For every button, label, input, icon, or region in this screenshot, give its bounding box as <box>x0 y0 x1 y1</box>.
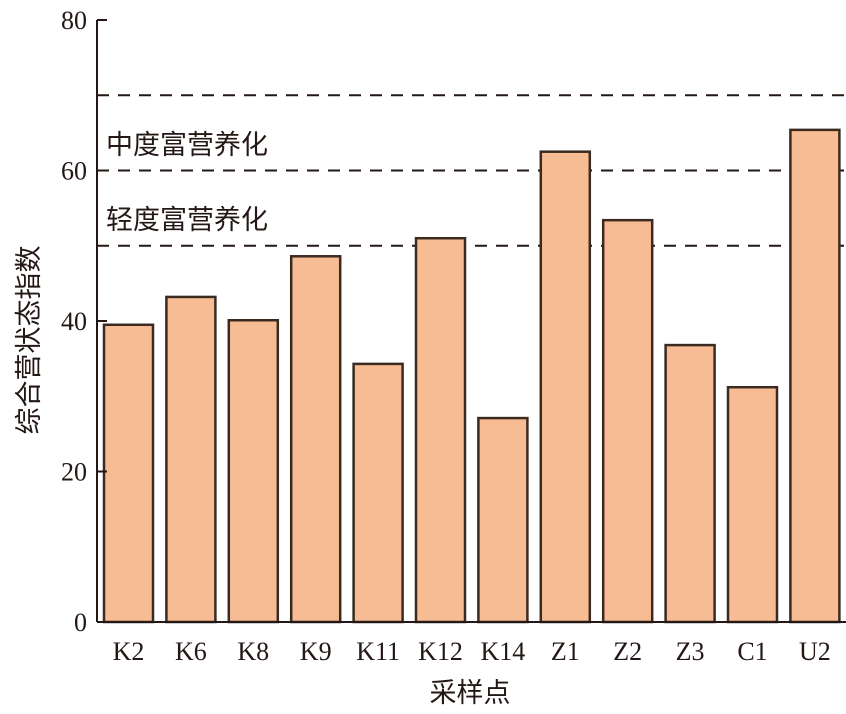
x-tick-label-K14: K14 <box>481 637 526 666</box>
bar-K11 <box>352 362 404 624</box>
bar-K12 <box>414 236 467 624</box>
x-tick-label-C1: C1 <box>737 637 767 666</box>
annotation-light: 轻度富营养化 <box>106 205 268 236</box>
bar-Z2 <box>601 218 654 624</box>
x-tick-label-Z2: Z2 <box>613 637 642 666</box>
x-axis-label: 采样点 <box>430 678 511 708</box>
x-tick-label-K2: K2 <box>113 637 145 666</box>
x-tick-label-K6: K6 <box>175 637 207 666</box>
y-tick-label-20: 20 <box>61 458 87 487</box>
bar-K14 <box>477 416 529 624</box>
x-tick-label-Z1: Z1 <box>551 637 580 666</box>
y-tick-label-0: 0 <box>74 608 87 637</box>
tick-labels: K2 K6 K8 K9 K11 K12 K14 Z1 Z2 Z3 C1 U2 0 20 40 60 80 <box>61 6 831 666</box>
bar-K8 <box>227 318 280 624</box>
bar-Z3 <box>664 343 716 624</box>
bar-K9 <box>289 255 342 624</box>
x-tick-label-K12: K12 <box>418 637 463 666</box>
bar-C1 <box>726 385 779 624</box>
axes <box>96 19 846 623</box>
bar-K2 <box>102 323 155 624</box>
x-tick-label-K8: K8 <box>237 637 269 666</box>
y-axis-label: 综合营状态指数 <box>14 246 44 435</box>
x-tick-label-Z3: Z3 <box>676 637 705 666</box>
x-tick-label-K9: K9 <box>300 637 332 666</box>
annotation-moderate: 中度富营养化 <box>106 130 268 161</box>
bar-U2 <box>789 128 841 624</box>
y-tick-label-80: 80 <box>61 6 87 35</box>
y-tick-label-60: 60 <box>61 157 87 186</box>
y-tick-label-40: 40 <box>61 307 87 336</box>
bar-Z1 <box>539 150 592 624</box>
x-tick-label-K11: K11 <box>356 637 400 666</box>
bar-K6 <box>165 295 217 624</box>
bars <box>102 128 841 624</box>
x-tick-label-U2: U2 <box>799 637 831 666</box>
